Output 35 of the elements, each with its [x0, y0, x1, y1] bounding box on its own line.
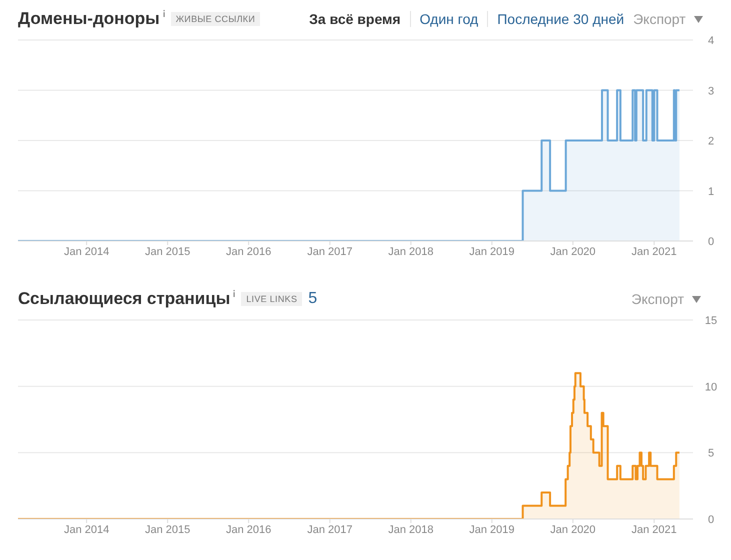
- text: ЖИВЫЕ ССЫЛКИ: [170, 12, 260, 26]
- y-tick-label: 1: [708, 186, 714, 198]
- x-tick-label: Jan 2015: [144, 524, 190, 536]
- y-tick-label: 4: [708, 35, 714, 47]
- x-tick-label: Jan 2019: [469, 246, 515, 258]
- x-tick-label: Jan 2016: [226, 246, 272, 258]
- y-tick-label: 0: [708, 236, 714, 248]
- chart-title: Ссылающиеся страницы: [18, 289, 230, 309]
- x-tick-label: Jan 2021: [632, 246, 677, 258]
- text: Экспорт: [633, 11, 687, 27]
- x-tick-label: Jan 2018: [388, 246, 434, 258]
- x-tick-label: Jan 2016: [226, 524, 272, 536]
- x-tick-label: Jan 2017: [307, 246, 352, 258]
- x-tick-label: Jan 2019: [469, 524, 515, 536]
- y-tick-label: 2: [708, 136, 714, 148]
- x-tick-label: Jan 2015: [144, 246, 190, 258]
- text: 5: [308, 290, 318, 308]
- text: LIVE LINKS: [241, 292, 302, 306]
- y-tick-label: 10: [704, 381, 718, 394]
- text: Последние 30 дней: [487, 11, 634, 27]
- x-tick-label: Jan 2014: [64, 524, 110, 536]
- y-tick-label: 5: [708, 448, 714, 460]
- chart-title: Домены-доноры: [18, 9, 160, 29]
- text: Экспорт: [631, 291, 685, 307]
- x-tick-label: Jan 2017: [307, 524, 352, 536]
- x-tick-label: Jan 2020: [550, 524, 596, 536]
- x-tick-label: Jan 2018: [388, 524, 434, 536]
- text: Один год: [410, 11, 488, 27]
- x-tick-label: Jan 2021: [632, 524, 677, 536]
- x-tick-label: Jan 2020: [550, 246, 596, 258]
- y-tick-label: 0: [708, 514, 714, 526]
- x-tick-label: Jan 2014: [64, 246, 110, 258]
- y-tick-label: 3: [708, 85, 714, 98]
- y-tick-label: 15: [704, 315, 718, 327]
- text: За всё время: [308, 11, 402, 27]
